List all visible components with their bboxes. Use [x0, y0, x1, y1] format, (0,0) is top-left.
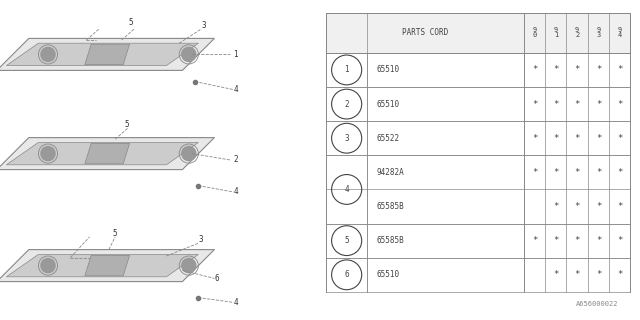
Polygon shape: [85, 44, 130, 65]
Text: 2: 2: [234, 156, 238, 164]
Polygon shape: [85, 143, 130, 164]
Text: 65510: 65510: [376, 100, 399, 108]
Text: 1: 1: [344, 65, 349, 75]
Circle shape: [182, 147, 196, 161]
Text: 2: 2: [344, 100, 349, 108]
Text: *: *: [596, 270, 601, 279]
Text: 65510: 65510: [376, 65, 399, 75]
Text: *: *: [553, 168, 559, 177]
Text: *: *: [553, 202, 559, 211]
Text: 5: 5: [112, 229, 116, 238]
Text: *: *: [532, 236, 537, 245]
Text: 4: 4: [234, 188, 238, 196]
Text: *: *: [617, 100, 623, 108]
Text: 65522: 65522: [376, 134, 399, 143]
Text: *: *: [596, 134, 601, 143]
Text: *: *: [532, 65, 537, 75]
Polygon shape: [6, 142, 198, 165]
Polygon shape: [6, 43, 198, 66]
Text: 9
4: 9 4: [618, 27, 622, 38]
Text: 65585B: 65585B: [376, 236, 404, 245]
Text: 3: 3: [202, 21, 206, 30]
Text: *: *: [553, 270, 559, 279]
Text: 9
0: 9 0: [532, 27, 536, 38]
Text: *: *: [553, 100, 559, 108]
Circle shape: [41, 47, 55, 61]
Text: 5: 5: [344, 236, 349, 245]
Text: 9
2: 9 2: [575, 27, 579, 38]
FancyBboxPatch shape: [326, 12, 630, 53]
Text: *: *: [575, 202, 580, 211]
Text: *: *: [532, 100, 537, 108]
Polygon shape: [0, 138, 214, 170]
Circle shape: [182, 259, 196, 273]
Text: *: *: [575, 270, 580, 279]
Text: 5: 5: [125, 120, 129, 129]
Polygon shape: [0, 38, 214, 70]
Text: *: *: [532, 134, 537, 143]
Text: *: *: [617, 202, 623, 211]
Text: 6: 6: [214, 274, 219, 283]
Circle shape: [182, 47, 196, 61]
Text: *: *: [553, 65, 559, 75]
Text: 4: 4: [344, 185, 349, 194]
Text: *: *: [596, 168, 601, 177]
Text: *: *: [617, 65, 623, 75]
Text: *: *: [596, 100, 601, 108]
Text: *: *: [553, 134, 559, 143]
Text: *: *: [575, 134, 580, 143]
Text: *: *: [596, 202, 601, 211]
Text: 3: 3: [344, 134, 349, 143]
Text: 4: 4: [234, 298, 238, 307]
Text: *: *: [617, 134, 623, 143]
Text: 3: 3: [198, 236, 203, 244]
Text: 5: 5: [128, 18, 132, 27]
Text: 94282A: 94282A: [376, 168, 404, 177]
Text: *: *: [553, 236, 559, 245]
Text: *: *: [532, 168, 537, 177]
Polygon shape: [6, 254, 198, 277]
Text: 6: 6: [344, 270, 349, 279]
Text: PARTS CORD: PARTS CORD: [402, 28, 448, 37]
Text: 1: 1: [234, 50, 238, 59]
Text: *: *: [575, 65, 580, 75]
Text: *: *: [617, 236, 623, 245]
Text: *: *: [617, 168, 623, 177]
Text: *: *: [596, 65, 601, 75]
Text: *: *: [617, 270, 623, 279]
Circle shape: [41, 147, 55, 161]
Text: *: *: [596, 236, 601, 245]
Text: 4: 4: [234, 85, 238, 94]
Text: 9
3: 9 3: [596, 27, 600, 38]
Text: 65585B: 65585B: [376, 202, 404, 211]
Text: *: *: [575, 100, 580, 108]
Text: 9
1: 9 1: [554, 27, 558, 38]
Circle shape: [41, 259, 55, 273]
Polygon shape: [0, 250, 214, 282]
Text: *: *: [575, 168, 580, 177]
Text: A656000022: A656000022: [575, 301, 618, 308]
Text: *: *: [575, 236, 580, 245]
Text: 65510: 65510: [376, 270, 399, 279]
Polygon shape: [85, 255, 130, 276]
